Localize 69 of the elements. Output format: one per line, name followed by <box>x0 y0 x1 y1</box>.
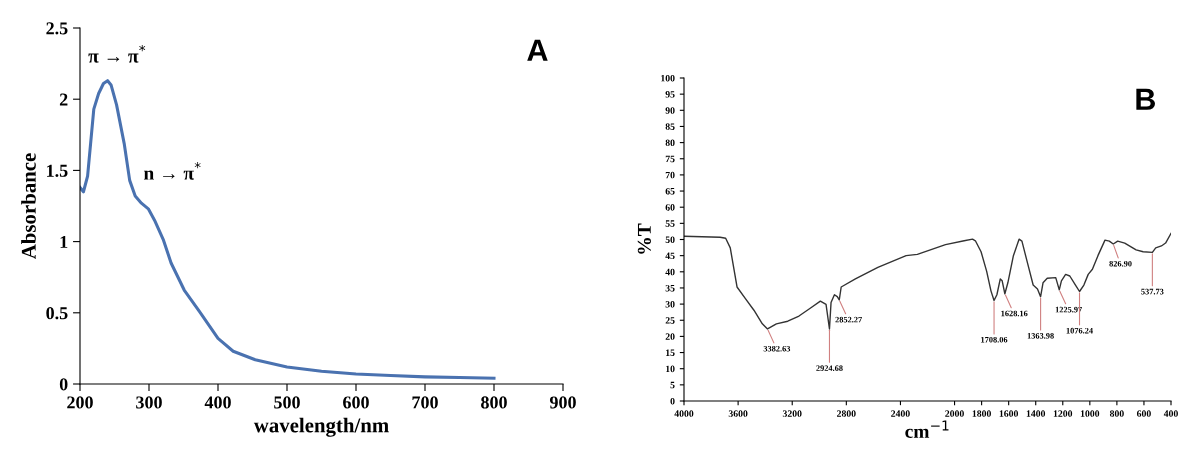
x-tick-label: 1400 <box>1026 410 1046 417</box>
y-tick-label: 2 <box>59 93 68 106</box>
y-tick-label: 20 <box>665 333 675 340</box>
x-tick-label: 500 <box>274 396 300 409</box>
y-tick-label: 5 <box>670 381 675 389</box>
x-tick-label: 4000 <box>674 410 694 417</box>
annotation: A <box>527 39 548 61</box>
y-tick-label: 75 <box>665 155 675 163</box>
x-tick-label: 200 <box>67 396 93 409</box>
y-tick-label: 0 <box>670 397 675 405</box>
x-tick-label: 1800 <box>972 410 991 417</box>
annotation: 537.73 <box>1141 288 1164 295</box>
y-tick-label: 1 <box>60 235 68 248</box>
x-axis-title: wavelength/nm <box>253 417 389 437</box>
y-tick-label: 0.5 <box>46 307 68 320</box>
x-axis-title: cm$^{−1}$ <box>905 420 949 438</box>
annotation: n → π$^{*}$ <box>143 162 201 180</box>
line-series <box>80 79 496 380</box>
y-tick-label: 25 <box>665 317 675 324</box>
annotation: π → π$^{*}$ <box>88 44 146 63</box>
y-tick-label: 85 <box>665 123 675 130</box>
annotation: 1708.06 <box>981 336 1008 343</box>
x-tick-label: 1200 <box>1053 410 1073 417</box>
y-tick-label: 30 <box>665 301 675 308</box>
x-tick-label: 700 <box>412 396 438 409</box>
annotation: B <box>1136 88 1155 110</box>
x-tick-label: 2800 <box>837 410 856 417</box>
y-tick-label: 1.5 <box>47 164 68 177</box>
x-tick-label: 900 <box>549 396 576 409</box>
y-tick-label: 45 <box>665 252 675 260</box>
y-tick-label: 95 <box>665 91 675 98</box>
y-tick-label: 15 <box>666 349 675 357</box>
annotation: 1628.16 <box>1001 310 1028 317</box>
y-tick-label: 60 <box>665 204 675 211</box>
x-tick-label: 800 <box>1109 410 1124 417</box>
y-tick-label: 90 <box>665 107 675 114</box>
x-tick-label: 600 <box>1136 410 1151 417</box>
line-series <box>684 232 1171 330</box>
annotation: 2852.27 <box>835 316 862 323</box>
y-tick-label: 65 <box>665 187 675 195</box>
y-tick-label: 80 <box>665 139 675 147</box>
annotation: 2924.68 <box>816 365 843 371</box>
annotation: 1076.24 <box>1066 327 1093 334</box>
y-tick-label: 100 <box>661 74 675 82</box>
annotation: 1363.98 <box>1027 333 1054 339</box>
x-tick-label: 3600 <box>728 410 748 417</box>
x-tick-label: 1600 <box>999 410 1019 417</box>
y-tick-label: 50 <box>665 236 675 243</box>
x-tick-label: 800 <box>481 396 507 409</box>
x-tick-label: 400 <box>204 396 231 409</box>
annotation: 1225.97 <box>1055 306 1082 313</box>
y-tick-label: 10 <box>666 365 675 373</box>
y-tick-label: 70 <box>665 171 675 179</box>
annotation: 3382.63 <box>763 345 791 352</box>
y-tick-label: 0 <box>59 378 68 391</box>
x-tick-label: 300 <box>136 396 162 409</box>
y-axis-title: Absorbance <box>21 153 36 260</box>
x-tick-label: 2400 <box>891 410 910 417</box>
x-tick-label: 1000 <box>1080 410 1100 417</box>
x-tick-label: 400 <box>1163 410 1178 417</box>
y-tick-label: 35 <box>665 284 675 292</box>
y-tick-label: 55 <box>665 220 675 227</box>
annotation: 826.90 <box>1109 260 1132 267</box>
x-tick-label: 2000 <box>945 410 964 417</box>
x-tick-label: 600 <box>343 396 369 409</box>
y-axis-title: %T <box>637 223 651 254</box>
y-tick-label: 40 <box>665 268 675 276</box>
y-tick-label: 2.5 <box>46 22 68 35</box>
x-tick-label: 3200 <box>782 410 802 417</box>
